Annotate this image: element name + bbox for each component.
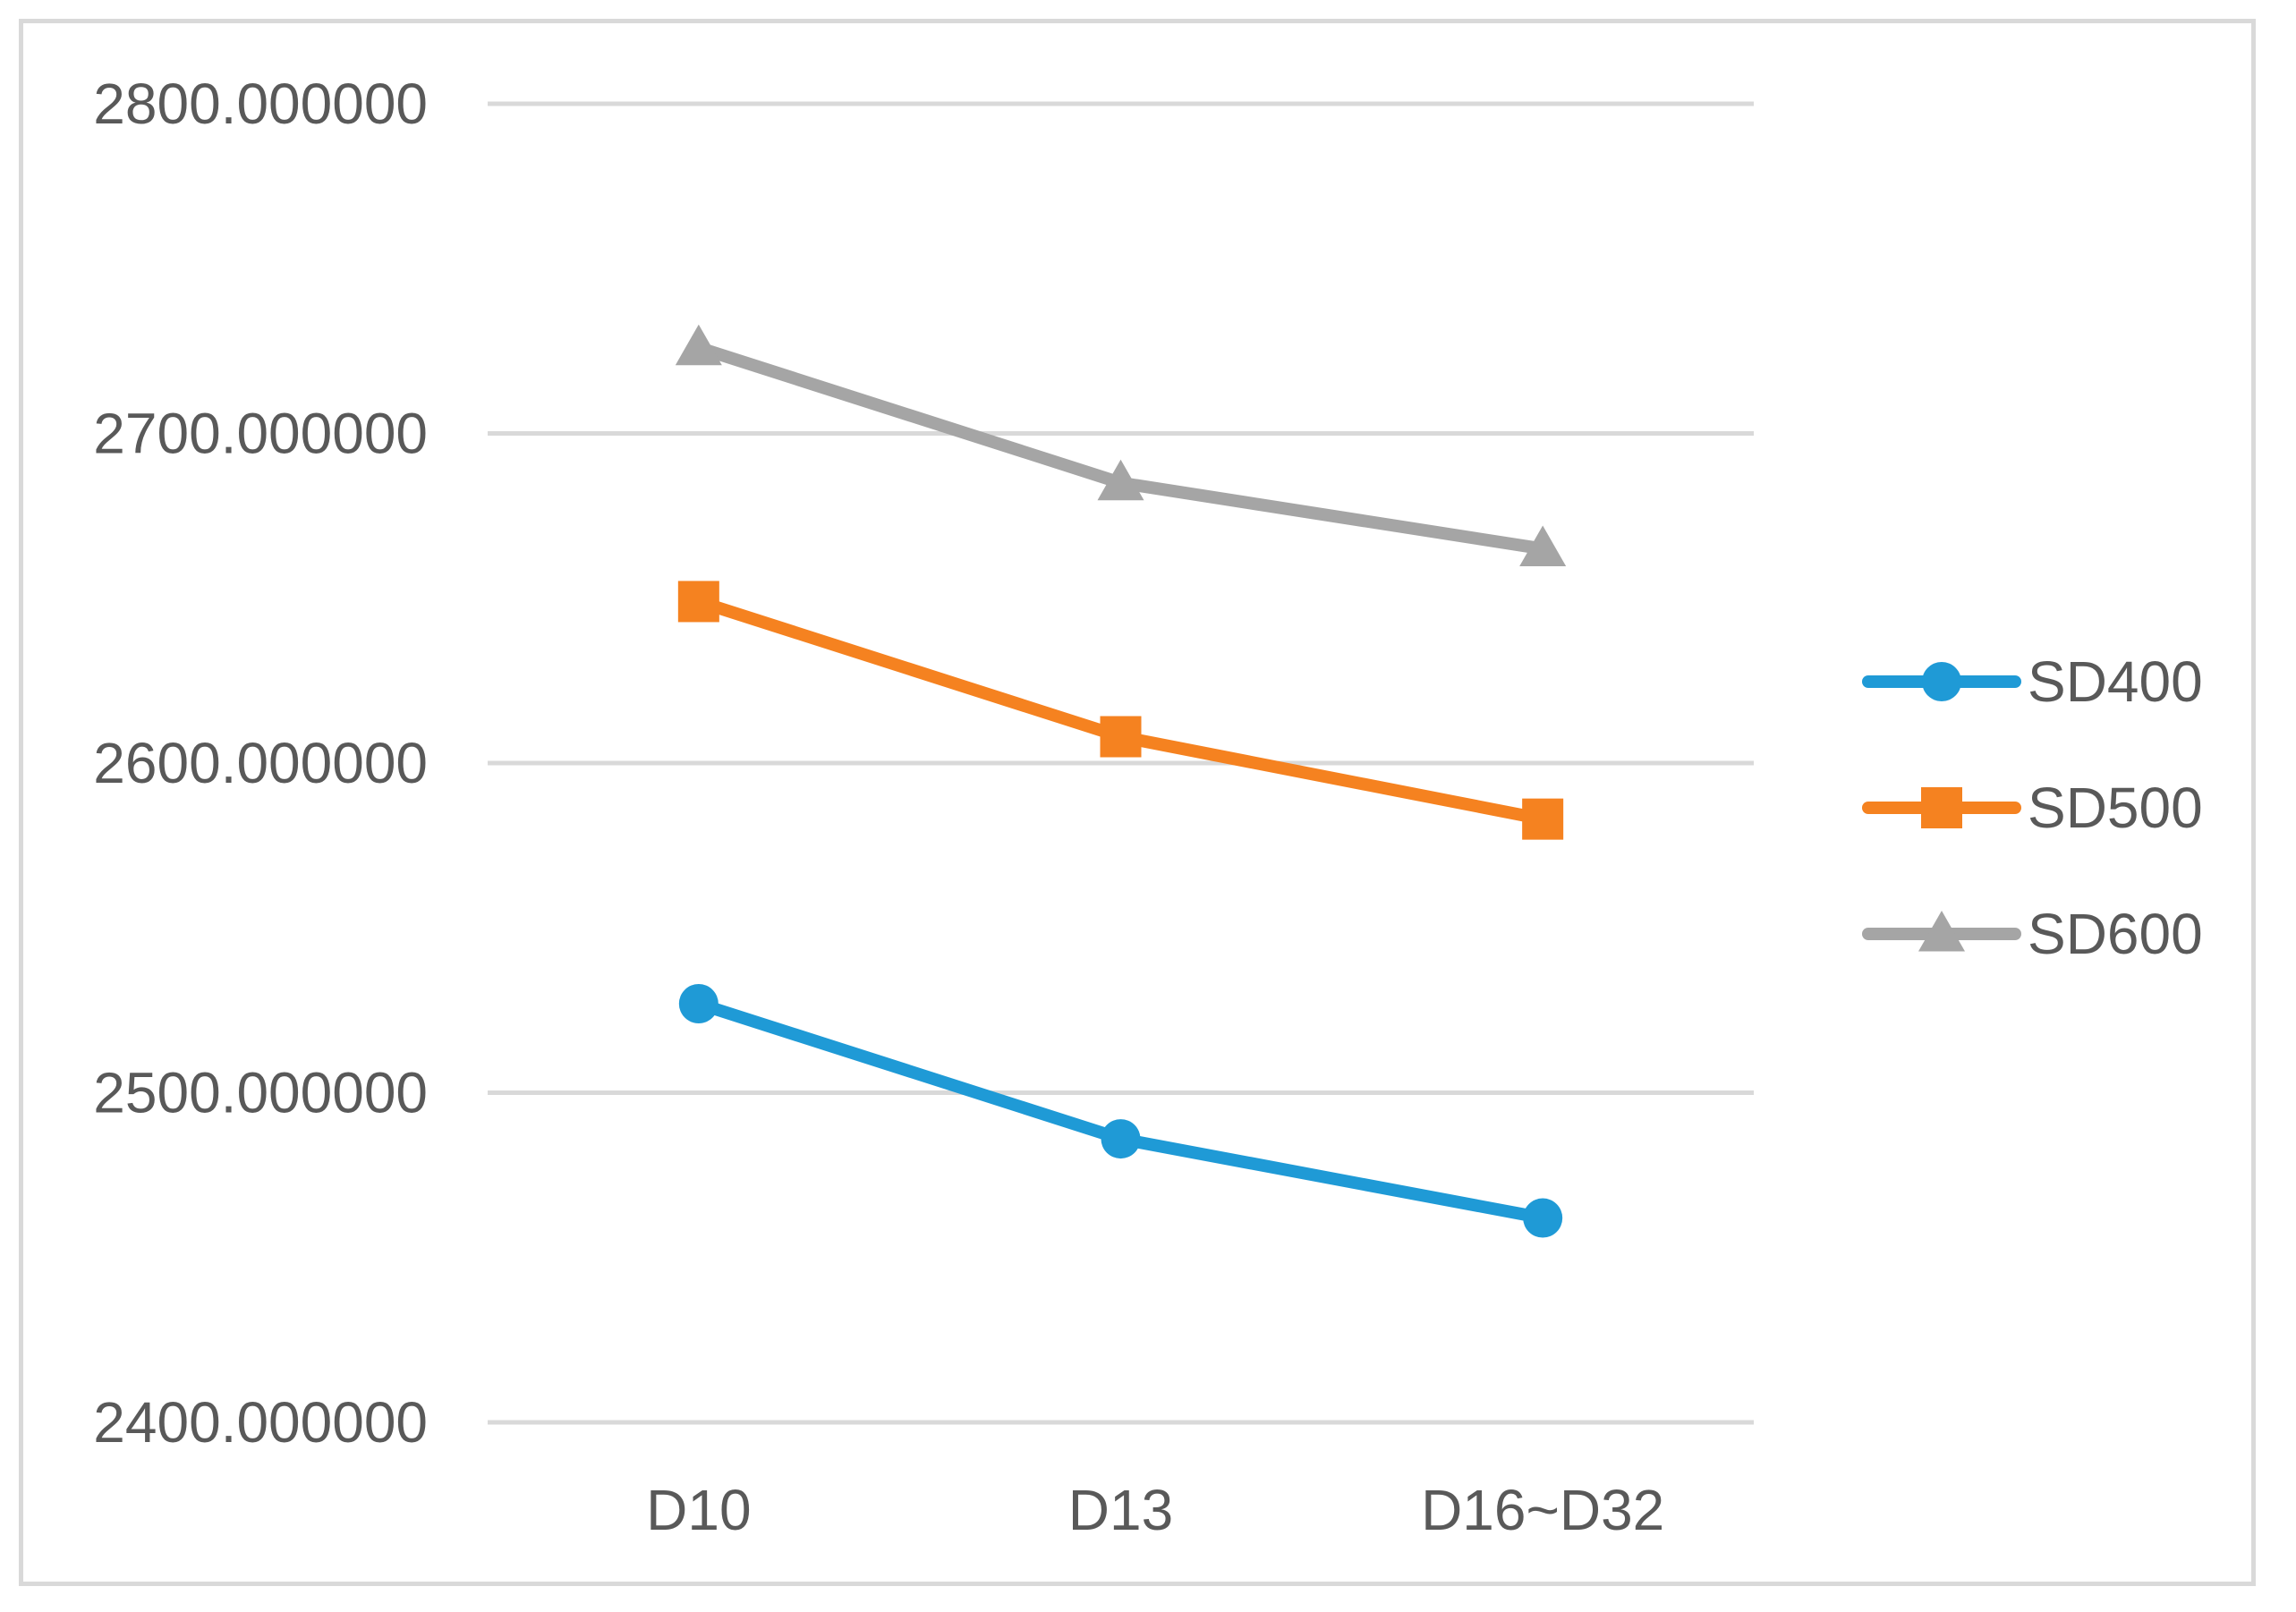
- y-tick-label: 2700.000000: [93, 402, 428, 466]
- x-axis-tick-labels: D10 D13 D16~D32: [646, 1478, 1664, 1542]
- y-tick-label: 2500.000000: [93, 1061, 428, 1125]
- data-point: [1523, 1198, 1563, 1238]
- legend-label: SD600: [2028, 902, 2203, 966]
- data-point: [1522, 798, 1564, 840]
- data-point: [678, 984, 719, 1024]
- data-point: [675, 324, 722, 366]
- series-lines: [675, 324, 1567, 1238]
- series-line: [692, 997, 1550, 1225]
- series-sd600: [675, 324, 1567, 566]
- series-line: [692, 595, 1550, 826]
- legend: SD400 SD500 SD600: [1862, 649, 2203, 966]
- data-point: [677, 581, 719, 623]
- y-axis-tick-labels: 2400.000000 2500.000000 2600.000000 2700.00…: [93, 72, 428, 1455]
- data-point: [1097, 459, 1144, 501]
- data-point: [1519, 525, 1567, 566]
- legend-item-sd400: SD400: [1862, 649, 2203, 714]
- x-tick-label: D13: [1068, 1478, 1173, 1542]
- series-sd400: [678, 984, 1563, 1238]
- legend-label: SD500: [2028, 776, 2203, 840]
- y-tick-label: 2600.000000: [93, 731, 428, 795]
- series-sd500: [677, 581, 1564, 840]
- y-tick-label: 2400.000000: [93, 1390, 428, 1455]
- legend-item-sd500: SD500: [1862, 776, 2203, 840]
- legend-marker: [1921, 787, 1962, 828]
- data-point: [1101, 1119, 1141, 1159]
- data-point: [1100, 716, 1142, 758]
- x-tick-label: D10: [646, 1478, 751, 1542]
- x-tick-label: D16~D32: [1421, 1478, 1664, 1542]
- legend-item-sd600: SD600: [1862, 902, 2203, 966]
- legend-marker: [1922, 662, 1961, 701]
- legend-label: SD400: [2028, 649, 2203, 714]
- series-line: [692, 341, 1550, 556]
- y-tick-label: 2800.000000: [93, 72, 428, 136]
- gridlines: [488, 101, 1754, 1425]
- legend-marker: [1918, 911, 1965, 952]
